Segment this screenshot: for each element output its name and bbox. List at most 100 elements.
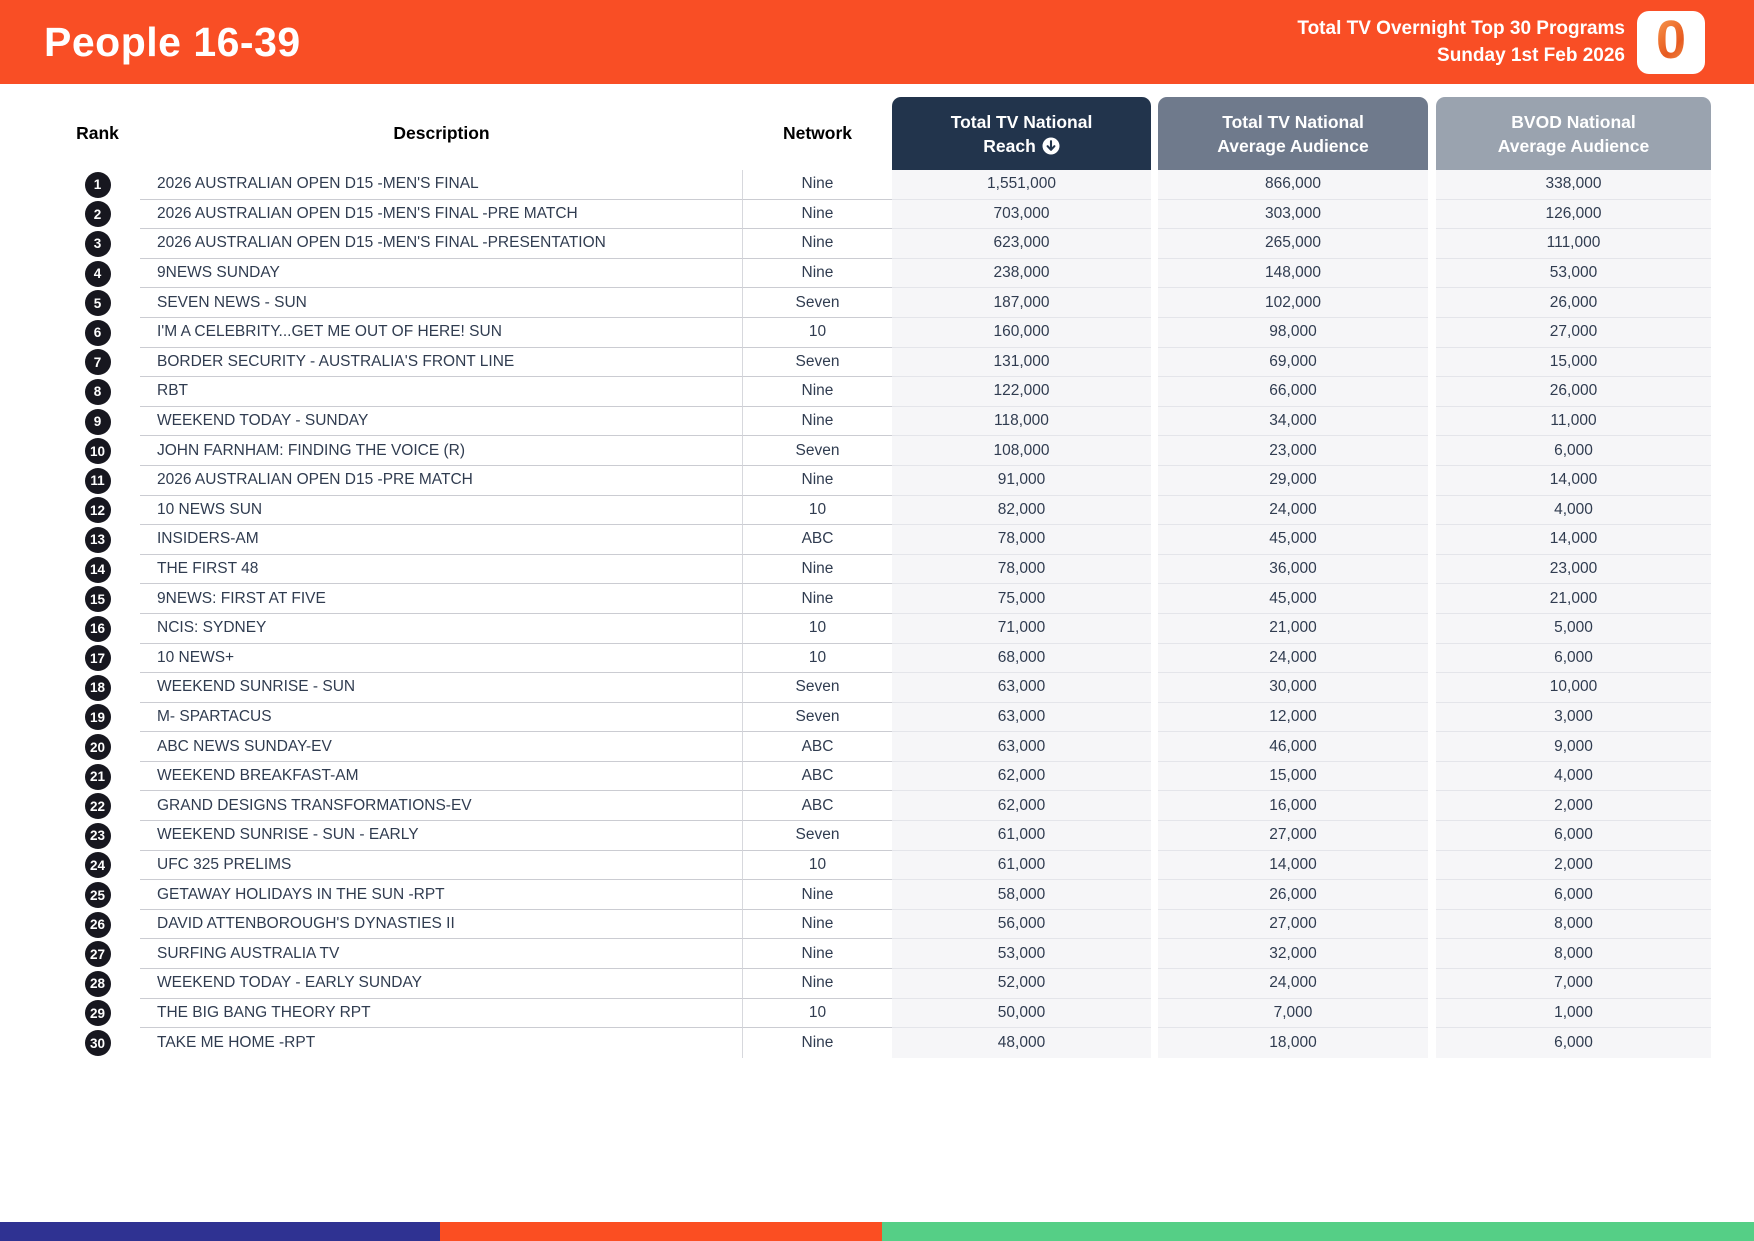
bvod-value: 3,000 xyxy=(1436,702,1711,733)
column-gap xyxy=(1151,258,1158,289)
column-gap xyxy=(1428,525,1436,555)
column-gap xyxy=(1151,1028,1158,1058)
network-name: 10 xyxy=(743,999,892,1029)
rank-badge: 7 xyxy=(84,349,111,376)
avg-audience-value: 98,000 xyxy=(1158,317,1428,348)
rank-badge: 3 xyxy=(84,230,111,257)
program-description: SURFING AUSTRALIA TV xyxy=(140,939,743,970)
reach-value: 50,000 xyxy=(892,998,1151,1029)
column-gap xyxy=(1151,229,1158,259)
rank-badge: 30 xyxy=(84,1030,111,1057)
column-gap xyxy=(1151,347,1158,378)
rank-badge: 2 xyxy=(84,201,111,228)
bvod-value: 26,000 xyxy=(1436,288,1711,318)
reach-value: 91,000 xyxy=(892,465,1151,496)
column-gap xyxy=(1428,584,1436,614)
rank-cell: 18 xyxy=(55,673,140,703)
program-description: 10 NEWS+ xyxy=(140,643,743,674)
bvod-value: 4,000 xyxy=(1436,761,1711,792)
program-description: NCIS: SYDNEY xyxy=(140,613,743,644)
bvod-value: 14,000 xyxy=(1436,525,1711,555)
column-gap xyxy=(1151,525,1158,555)
rank-badge: 4 xyxy=(84,260,111,287)
avg-audience-value: 34,000 xyxy=(1158,406,1428,437)
column-gap xyxy=(1428,850,1436,881)
network-name: Nine xyxy=(743,259,892,289)
rank-cell: 4 xyxy=(55,259,140,289)
bvod-value: 5,000 xyxy=(1436,613,1711,644)
reach-value: 53,000 xyxy=(892,939,1151,970)
column-header-description: Description xyxy=(393,123,490,143)
avg-audience-value: 26,000 xyxy=(1158,880,1428,910)
table-row: 22 GRAND DESIGNS TRANSFORMATIONS-EV ABC … xyxy=(55,791,1711,822)
column-gap xyxy=(1151,643,1158,674)
rank-badge: 9 xyxy=(84,408,111,435)
column-gap xyxy=(1151,97,1158,170)
program-description: 10 NEWS SUN xyxy=(140,495,743,526)
network-name: Nine xyxy=(743,555,892,585)
rank-cell: 28 xyxy=(55,969,140,999)
column-gap xyxy=(1428,377,1436,407)
program-description: ABC NEWS SUNDAY-EV xyxy=(140,732,743,762)
network-name: Nine xyxy=(743,407,892,437)
reach-value: 56,000 xyxy=(892,909,1151,940)
rank-badge: 10 xyxy=(84,438,111,465)
program-description: WEEKEND TODAY - EARLY SUNDAY xyxy=(140,969,743,999)
column-header-reach[interactable]: Total TV National Reach xyxy=(892,97,1151,170)
rank-cell: 12 xyxy=(55,496,140,526)
network-name: 10 xyxy=(743,318,892,348)
avg-audience-value: 18,000 xyxy=(1158,1028,1428,1058)
rank-cell: 23 xyxy=(55,821,140,851)
reach-value: 703,000 xyxy=(892,199,1151,230)
column-gap xyxy=(1151,821,1158,851)
network-name: 10 xyxy=(743,644,892,674)
table-row: 11 2026 AUSTRALIAN OPEN D15 -PRE MATCH N… xyxy=(55,465,1711,496)
program-description: RBT xyxy=(140,377,743,407)
bvod-value: 14,000 xyxy=(1436,465,1711,496)
rank-cell: 26 xyxy=(55,910,140,940)
column-header-avg-audience: Total TV National Average Audience xyxy=(1158,97,1428,170)
table-row: 2 2026 AUSTRALIAN OPEN D15 -MEN'S FINAL … xyxy=(55,199,1711,230)
rank-badge: 29 xyxy=(84,1000,111,1027)
column-gap xyxy=(1151,436,1158,466)
column-gap xyxy=(1151,584,1158,614)
program-description: WEEKEND BREAKFAST-AM xyxy=(140,761,743,792)
rank-cell: 9 xyxy=(55,407,140,437)
reach-value: 1,551,000 xyxy=(892,170,1151,200)
network-name: Seven xyxy=(743,436,892,466)
rank-cell: 10 xyxy=(55,436,140,466)
rank-cell: 24 xyxy=(55,851,140,881)
column-gap xyxy=(1151,909,1158,940)
rank-cell: 27 xyxy=(55,939,140,969)
rank-cell: 30 xyxy=(55,1028,140,1058)
table-row: 20 ABC NEWS SUNDAY-EV ABC 63,000 46,000 … xyxy=(55,732,1711,762)
rank-badge: 16 xyxy=(84,615,111,642)
rank-badge: 18 xyxy=(84,674,111,701)
rank-badge: 20 xyxy=(84,734,111,761)
rank-badge: 14 xyxy=(84,556,111,583)
column-gap xyxy=(1428,909,1436,940)
column-gap xyxy=(1151,850,1158,881)
avg-audience-value: 27,000 xyxy=(1158,909,1428,940)
table-row: 16 NCIS: SYDNEY 10 71,000 21,000 5,000 xyxy=(55,613,1711,644)
table-row: 13 INSIDERS-AM ABC 78,000 45,000 14,000 xyxy=(55,525,1711,555)
network-name: Nine xyxy=(743,200,892,230)
reach-value: 63,000 xyxy=(892,702,1151,733)
rank-badge: 6 xyxy=(84,319,111,346)
reach-header-line2: Reach xyxy=(983,135,1036,156)
program-description: 2026 AUSTRALIAN OPEN D15 -MEN'S FINAL -P… xyxy=(140,199,743,230)
avg-audience-value: 46,000 xyxy=(1158,732,1428,762)
column-gap xyxy=(1151,613,1158,644)
avg-audience-value: 24,000 xyxy=(1158,495,1428,526)
column-gap xyxy=(1151,495,1158,526)
rank-cell: 1 xyxy=(55,170,140,200)
reach-value: 58,000 xyxy=(892,880,1151,910)
bvod-value: 9,000 xyxy=(1436,732,1711,762)
avg-audience-value: 23,000 xyxy=(1158,436,1428,466)
network-name: Nine xyxy=(743,170,892,200)
bvod-header-line2: Average Audience xyxy=(1497,135,1650,156)
table-row: 10 JOHN FARNHAM: FINDING THE VOICE (R) S… xyxy=(55,436,1711,466)
rank-badge: 8 xyxy=(84,378,111,405)
footer-bar-segment-blue xyxy=(0,1222,441,1241)
column-gap xyxy=(1151,199,1158,230)
